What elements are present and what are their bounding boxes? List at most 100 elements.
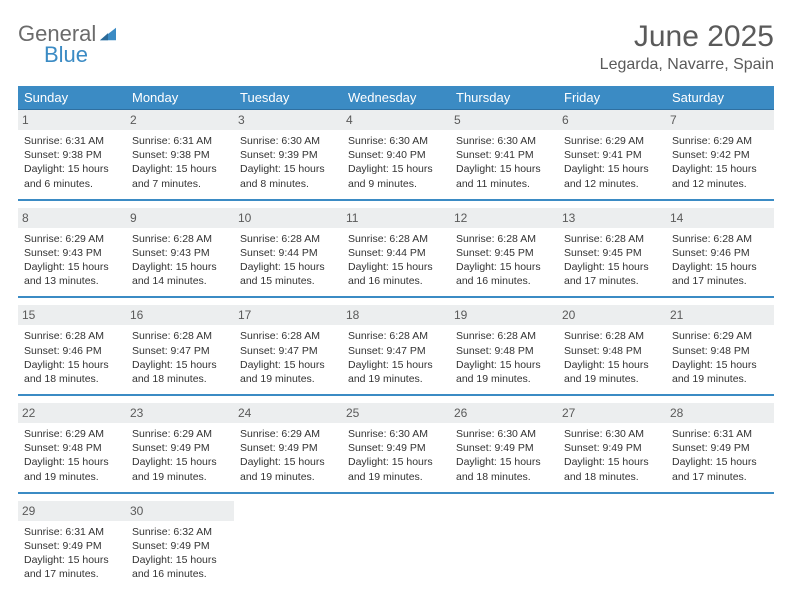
day-cell: 9Sunrise: 6:28 AMSunset: 9:43 PMDaylight… — [126, 208, 234, 298]
day-number: 28 — [666, 403, 774, 423]
day-info: Sunrise: 6:29 AMSunset: 9:41 PMDaylight:… — [564, 134, 660, 191]
day-info: Sunrise: 6:28 AMSunset: 9:47 PMDaylight:… — [240, 329, 336, 386]
day-cell: 1Sunrise: 6:31 AMSunset: 9:38 PMDaylight… — [18, 110, 126, 200]
day-number: 9 — [126, 208, 234, 228]
day-number: 14 — [666, 208, 774, 228]
empty-cell — [558, 501, 666, 590]
day-header: Monday — [126, 86, 234, 110]
day-info: Sunrise: 6:30 AMSunset: 9:49 PMDaylight:… — [456, 427, 552, 484]
day-cell: 15 Sunrise: 6:28 AMSunset: 9:46 PMDayligh… — [18, 305, 126, 395]
day-number: 30 — [126, 501, 234, 521]
day-info: Sunrise: 6:28 AMSunset: 9:44 PMDaylight:… — [240, 232, 336, 289]
logo-sail-icon — [98, 26, 118, 45]
day-number: 3 — [234, 110, 342, 130]
day-info: Sunrise: 6:31 AMSunset: 9:49 PMDaylight:… — [24, 525, 120, 582]
week-row: 1 Sunrise: 6:31 AMSunset: 9:38 PMDaylight… — [18, 110, 774, 200]
logo-text-blue: Blue — [44, 45, 118, 66]
empty-cell — [234, 501, 342, 590]
empty-cell — [342, 501, 450, 590]
day-number: 21 — [666, 305, 774, 325]
day-cell: 24Sunrise: 6:29 AMSunset: 9:49 PMDayligh… — [234, 403, 342, 493]
day-number: 8 — [18, 208, 126, 228]
week-row: 8 Sunrise: 6:29 AMSunset: 9:43 PMDaylight… — [18, 208, 774, 298]
day-header: Sunday — [18, 86, 126, 110]
gap-row — [18, 200, 774, 208]
day-cell: 5 Sunrise: 6:30 AMSunset: 9:41 PMDaylight… — [450, 110, 558, 200]
day-info: Sunrise: 6:28 AMSunset: 9:48 PMDaylight:… — [564, 329, 660, 386]
logo: GeneralBlue — [18, 20, 118, 66]
day-number: 5 — [450, 110, 558, 130]
empty-cell — [666, 501, 774, 590]
day-info: Sunrise: 6:28 AMSunset: 9:46 PMDaylight:… — [672, 232, 768, 289]
day-info: Sunrise: 6:31 AMSunset: 9:38 PMDaylight:… — [132, 134, 228, 191]
day-info: Sunrise: 6:29 AMSunset: 9:42 PMDaylight:… — [672, 134, 768, 191]
day-cell: 20Sunrise: 6:28 AMSunset: 9:48 PMDayligh… — [558, 305, 666, 395]
gap-row — [18, 493, 774, 501]
day-number: 11 — [342, 208, 450, 228]
day-cell: 12 Sunrise: 6:28 AMSunset: 9:45 PMDayligh… — [450, 208, 558, 298]
day-number: 23 — [126, 403, 234, 423]
day-header: Thursday — [450, 86, 558, 110]
day-info: Sunrise: 6:29 AMSunset: 9:43 PMDaylight:… — [24, 232, 120, 289]
calendar-table: Sunday Monday Tuesday Wednesday Thursday… — [18, 86, 774, 589]
day-number: 18 — [342, 305, 450, 325]
week-row: 15 Sunrise: 6:28 AMSunset: 9:46 PMDayligh… — [18, 305, 774, 395]
day-info: Sunrise: 6:30 AMSunset: 9:49 PMDaylight:… — [348, 427, 444, 484]
day-header-row: Sunday Monday Tuesday Wednesday Thursday… — [18, 86, 774, 110]
day-info: Sunrise: 6:32 AMSunset: 9:49 PMDaylight:… — [132, 525, 228, 582]
day-cell: 8 Sunrise: 6:29 AMSunset: 9:43 PMDaylight… — [18, 208, 126, 298]
day-number: 10 — [234, 208, 342, 228]
day-header: Wednesday — [342, 86, 450, 110]
day-cell: 13Sunrise: 6:28 AMSunset: 9:45 PMDayligh… — [558, 208, 666, 298]
month-title: June 2025 — [600, 20, 774, 54]
day-number: 12 — [450, 208, 558, 228]
day-number: 2 — [126, 110, 234, 130]
title-block: June 2025 Legarda, Navarre, Spain — [600, 20, 774, 74]
day-cell: 14 Sunrise: 6:28 AMSunset: 9:46 PMDayligh… — [666, 208, 774, 298]
day-info: Sunrise: 6:29 AMSunset: 9:48 PMDaylight:… — [672, 329, 768, 386]
day-info: Sunrise: 6:28 AMSunset: 9:44 PMDaylight:… — [348, 232, 444, 289]
day-cell: 10 Sunrise: 6:28 AMSunset: 9:44 PMDayligh… — [234, 208, 342, 298]
day-number: 1 — [18, 110, 126, 130]
day-cell: 18 Sunrise: 6:28 AMSunset: 9:47 PMDayligh… — [342, 305, 450, 395]
day-cell: 29Sunrise: 6:31 AMSunset: 9:49 PMDayligh… — [18, 501, 126, 590]
day-number: 6 — [558, 110, 666, 130]
day-cell: 6 Sunrise: 6:29 AMSunset: 9:41 PMDaylight… — [558, 110, 666, 200]
day-info: Sunrise: 6:28 AMSunset: 9:47 PMDaylight:… — [348, 329, 444, 386]
day-cell: 19 Sunrise: 6:28 AMSunset: 9:48 PMDayligh… — [450, 305, 558, 395]
day-cell: 4Sunrise: 6:30 AMSunset: 9:40 PMDaylight… — [342, 110, 450, 200]
day-cell: 21 Sunrise: 6:29 AMSunset: 9:48 PMDayligh… — [666, 305, 774, 395]
day-info: Sunrise: 6:29 AMSunset: 9:49 PMDaylight:… — [132, 427, 228, 484]
day-number: 27 — [558, 403, 666, 423]
day-cell: 7Sunrise: 6:29 AMSunset: 9:42 PMDaylight… — [666, 110, 774, 200]
day-number: 4 — [342, 110, 450, 130]
day-info: Sunrise: 6:29 AMSunset: 9:49 PMDaylight:… — [240, 427, 336, 484]
week-row: 22Sunrise: 6:29 AMSunset: 9:48 PMDayligh… — [18, 403, 774, 493]
day-number: 17 — [234, 305, 342, 325]
day-info: Sunrise: 6:28 AMSunset: 9:45 PMDaylight:… — [456, 232, 552, 289]
day-number: 15 — [18, 305, 126, 325]
day-info: Sunrise: 6:30 AMSunset: 9:41 PMDaylight:… — [456, 134, 552, 191]
day-info: Sunrise: 6:30 AMSunset: 9:39 PMDaylight:… — [240, 134, 336, 191]
day-cell: 23 Sunrise: 6:29 AMSunset: 9:49 PMDayligh… — [126, 403, 234, 493]
gap-row — [18, 395, 774, 403]
day-cell: 2 Sunrise: 6:31 AMSunset: 9:38 PMDaylight… — [126, 110, 234, 200]
day-info: Sunrise: 6:30 AMSunset: 9:49 PMDaylight:… — [564, 427, 660, 484]
day-cell: 16 Sunrise: 6:28 AMSunset: 9:47 PMDayligh… — [126, 305, 234, 395]
day-number: 19 — [450, 305, 558, 325]
day-cell: 26 Sunrise: 6:30 AMSunset: 9:49 PMDayligh… — [450, 403, 558, 493]
day-cell: 27 Sunrise: 6:30 AMSunset: 9:49 PMDayligh… — [558, 403, 666, 493]
day-number: 16 — [126, 305, 234, 325]
day-cell: 3 Sunrise: 6:30 AMSunset: 9:39 PMDaylight… — [234, 110, 342, 200]
day-header: Tuesday — [234, 86, 342, 110]
day-info: Sunrise: 6:28 AMSunset: 9:47 PMDaylight:… — [132, 329, 228, 386]
header: GeneralBlue June 2025 Legarda, Navarre, … — [18, 20, 774, 74]
day-info: Sunrise: 6:28 AMSunset: 9:48 PMDaylight:… — [456, 329, 552, 386]
day-cell: 11 Sunrise: 6:28 AMSunset: 9:44 PMDayligh… — [342, 208, 450, 298]
day-number: 26 — [450, 403, 558, 423]
day-info: Sunrise: 6:28 AMSunset: 9:46 PMDaylight:… — [24, 329, 120, 386]
day-cell: 17 Sunrise: 6:28 AMSunset: 9:47 PMDayligh… — [234, 305, 342, 395]
day-cell: 30 Sunrise: 6:32 AMSunset: 9:49 PMDayligh… — [126, 501, 234, 590]
day-cell: 28 Sunrise: 6:31 AMSunset: 9:49 PMDayligh… — [666, 403, 774, 493]
day-info: Sunrise: 6:31 AMSunset: 9:49 PMDaylight:… — [672, 427, 768, 484]
